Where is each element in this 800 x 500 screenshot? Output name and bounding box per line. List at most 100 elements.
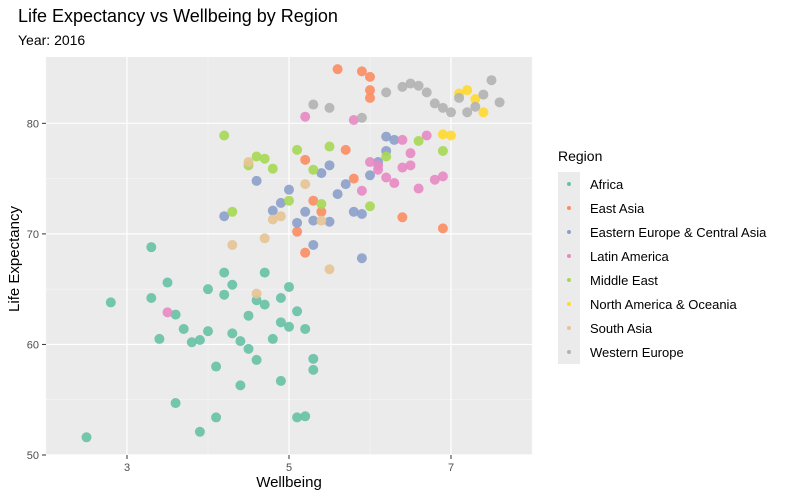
point-latin-america (381, 172, 392, 183)
point-eastern-europe-central-asia (251, 175, 262, 186)
point-africa (300, 323, 311, 334)
point-africa (170, 398, 181, 409)
point-eastern-europe-central-asia (356, 208, 367, 219)
point-africa (203, 326, 213, 337)
point-africa (308, 353, 319, 364)
point-east-asia (316, 206, 327, 217)
point-africa (170, 309, 181, 320)
point-africa (275, 293, 286, 304)
point-africa (284, 321, 294, 332)
x-tick-label: 7 (448, 462, 454, 474)
point-eastern-europe-central-asia (356, 253, 367, 264)
legend-item: East Asia (558, 196, 766, 220)
point-south-asia (259, 233, 270, 244)
legend: Region Africa East Asia Eastern Europe & C… (558, 148, 766, 364)
legend-dot (567, 230, 571, 234)
point-western-europe (308, 99, 319, 110)
point-africa (178, 323, 189, 334)
point-western-europe (405, 78, 416, 89)
legend-item: Africa (558, 172, 766, 196)
legend-key (558, 316, 580, 340)
point-east-asia (292, 226, 303, 237)
point-eastern-europe-central-asia (381, 131, 392, 142)
point-eastern-europe-central-asia (267, 205, 278, 216)
legend-item: South Asia (558, 316, 766, 340)
point-south-asia (275, 211, 286, 222)
legend-label: East Asia (590, 200, 645, 216)
legend-label: North America & Oceania (590, 296, 737, 312)
point-africa (243, 310, 254, 321)
point-east-asia (437, 223, 448, 234)
legend-label: Western Europe (590, 344, 684, 360)
legend-items: Africa East Asia Eastern Europe & Central … (558, 172, 766, 364)
y-tick-label: 50 (27, 450, 39, 462)
point-east-asia (365, 85, 375, 96)
point-latin-america (373, 164, 384, 175)
point-south-asia (227, 239, 238, 250)
legend-key (558, 268, 580, 292)
point-north-america-oceania (470, 94, 481, 105)
point-africa (259, 267, 270, 278)
legend-dot (567, 182, 571, 186)
legend-key (558, 172, 580, 196)
point-latin-america (405, 148, 416, 159)
chart-title: Life Expectancy vs Wellbeing by Region (18, 6, 338, 26)
point-middle-east (292, 144, 303, 155)
point-africa (308, 364, 319, 375)
point-africa (211, 412, 222, 423)
point-africa (203, 284, 213, 295)
point-africa (292, 412, 303, 423)
point-south-asia (316, 215, 327, 226)
point-eastern-europe-central-asia (275, 197, 286, 208)
point-north-america-oceania (462, 85, 473, 96)
point-africa (300, 411, 311, 422)
point-western-europe (486, 75, 497, 86)
legend-label: Latin America (590, 248, 669, 264)
point-latin-america (397, 134, 408, 145)
legend-key (558, 220, 580, 244)
legend-dot (567, 278, 571, 282)
point-east-asia (365, 71, 375, 82)
point-east-asia (308, 195, 319, 206)
point-eastern-europe-central-asia (292, 217, 303, 228)
point-eastern-europe-central-asia (308, 239, 319, 250)
legend-dot (567, 350, 571, 354)
point-africa (211, 361, 222, 372)
point-africa (219, 289, 230, 300)
point-east-asia (348, 173, 359, 184)
y-tick-label: 80 (27, 118, 39, 130)
point-east-asia (356, 66, 367, 77)
chart-subtitle: Year: 2016 (18, 32, 86, 48)
point-east-asia (397, 212, 408, 223)
legend-key (558, 340, 580, 364)
point-middle-east (381, 151, 392, 162)
y-axis-title: Life Expectancy (6, 206, 23, 312)
x-tick-label: 5 (286, 462, 292, 474)
point-north-america-oceania (478, 107, 489, 118)
point-south-asia (243, 157, 254, 168)
point-africa (219, 267, 230, 278)
point-africa (162, 277, 173, 288)
point-africa (154, 333, 165, 344)
point-africa (227, 328, 238, 339)
x-axis-title: Wellbeing (256, 474, 322, 491)
legend-title: Region (558, 148, 603, 164)
point-africa (146, 242, 157, 253)
point-middle-east (219, 130, 230, 141)
point-middle-east (437, 145, 448, 156)
point-eastern-europe-central-asia (324, 160, 335, 171)
point-south-asia (300, 179, 311, 190)
point-latin-america (365, 157, 375, 168)
point-africa (194, 335, 205, 346)
legend-dot (567, 302, 571, 306)
point-east-asia (340, 144, 351, 155)
point-latin-america (300, 111, 311, 122)
point-western-europe (470, 101, 481, 112)
point-east-asia (332, 64, 343, 75)
point-africa (275, 317, 286, 328)
point-middle-east (251, 151, 262, 162)
point-western-europe (429, 98, 440, 109)
axes: 3 5 7 50 60 70 80 (27, 118, 454, 474)
point-middle-east (413, 136, 424, 147)
